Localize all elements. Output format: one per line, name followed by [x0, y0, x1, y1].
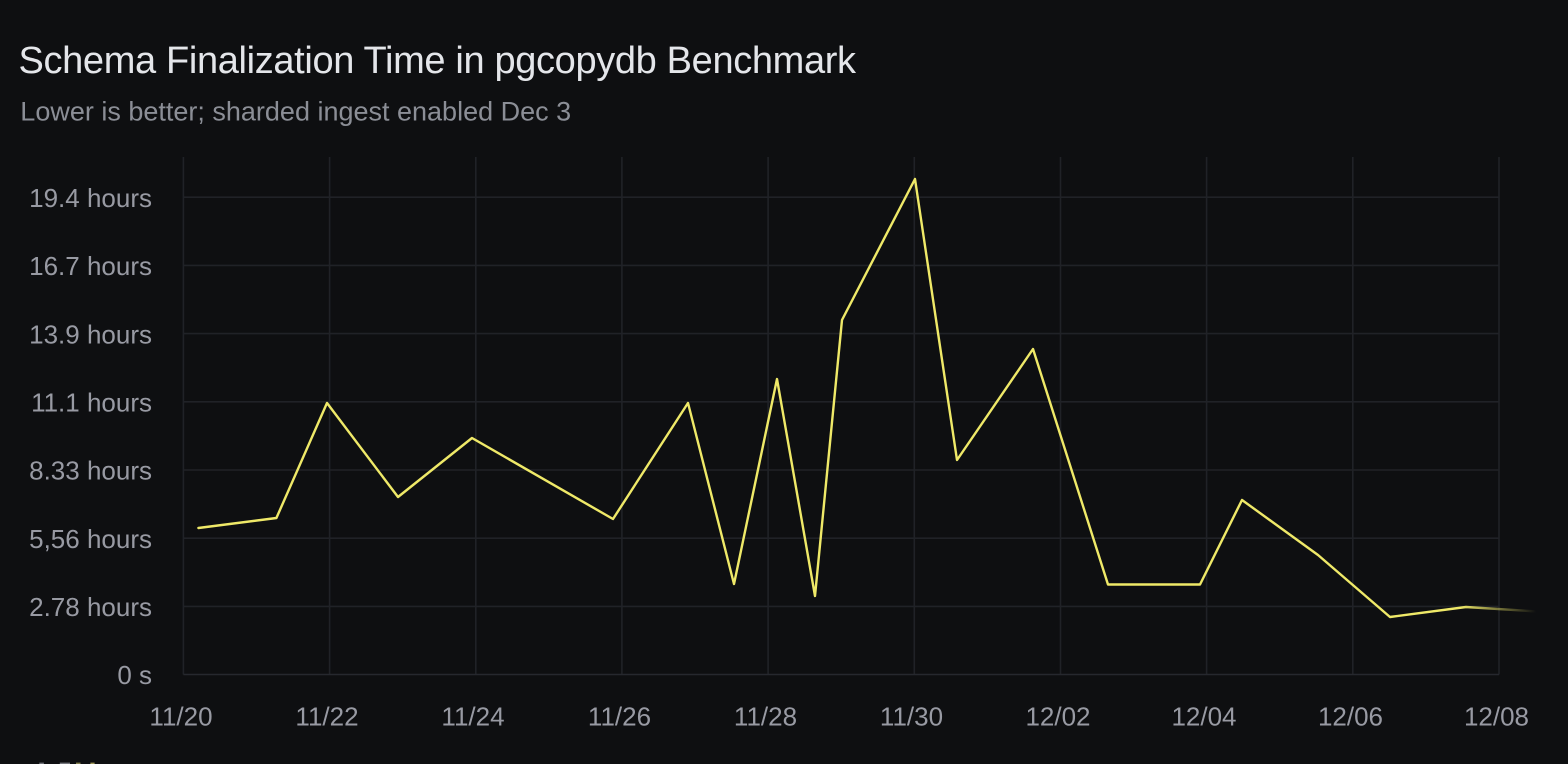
svg-text:11/24: 11/24	[441, 702, 504, 732]
svg-text:11/26: 11/26	[588, 702, 651, 732]
svg-text:8.33 hours: 8.33 hours	[29, 456, 152, 486]
svg-text:11/22: 11/22	[295, 702, 358, 732]
svg-text:Lower is better; sharded inges: Lower is better; sharded ingest enabled …	[20, 96, 571, 126]
svg-text:16.7 hours: 16.7 hours	[29, 251, 152, 281]
svg-text:11/30: 11/30	[880, 702, 943, 732]
svg-text:0 s: 0 s	[117, 660, 152, 690]
svg-text:5,56 hours: 5,56 hours	[29, 524, 152, 554]
svg-text:Schema Finalization Time in pg: Schema Finalization Time in pgcopydb Ben…	[19, 40, 858, 82]
svg-text:12/04: 12/04	[1171, 702, 1236, 732]
svg-text:2.78 hours: 2.78 hours	[29, 592, 152, 622]
svg-text:12/06: 12/06	[1318, 702, 1383, 732]
svg-text:12/02: 12/02	[1025, 702, 1090, 732]
svg-text:12/08: 12/08	[1464, 702, 1529, 732]
svg-text:13.9 hours: 13.9 hours	[29, 319, 152, 349]
svg-text:11.1 hours: 11.1 hours	[31, 388, 152, 418]
svg-text:11/20: 11/20	[149, 702, 212, 732]
svg-text:19.4 hours: 19.4 hours	[29, 183, 152, 213]
svg-text:11/28: 11/28	[734, 702, 797, 732]
